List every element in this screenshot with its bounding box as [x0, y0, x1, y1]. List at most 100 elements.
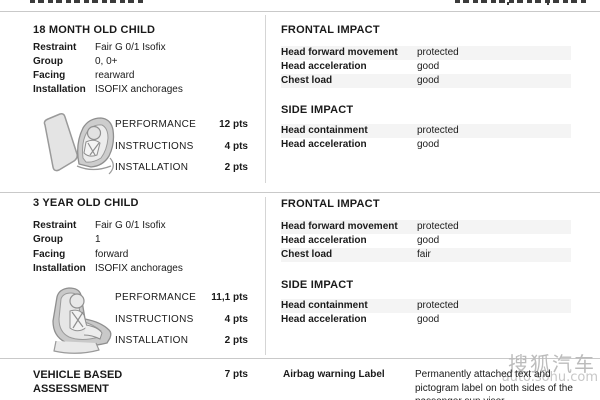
cropped-header-mark [547, 2, 549, 5]
detail-label: Facing [33, 70, 66, 81]
score-row-installation: INSTALLATION 2 pts [115, 161, 248, 175]
column-divider-section2 [265, 197, 266, 355]
impact-row-value: protected [417, 300, 459, 311]
detail-value: 0, 0+ [95, 56, 118, 67]
section2-title: 3 YEAR OLD CHILD [33, 197, 139, 209]
watermark-brand: 搜狐汽车 [508, 352, 596, 376]
impact-row-label: Head forward movement [281, 221, 398, 232]
vehicle-based-assessment-score: 7 pts [224, 369, 248, 380]
impact-row-value: fair [417, 249, 431, 260]
side-impact-title-2: SIDE IMPACT [281, 279, 354, 291]
detail-label: Group [33, 234, 63, 245]
impact-row-label: Head forward movement [281, 47, 398, 58]
impact-row-value: good [417, 235, 440, 246]
detail-label: Facing [33, 249, 66, 260]
score-label: INSTRUCTIONS [115, 314, 194, 325]
score-row-instructions: INSTRUCTIONS 4 pts [115, 140, 248, 154]
impact-row-label: Head acceleration [281, 314, 367, 325]
impact-row: Head acceleration good [281, 138, 571, 152]
detail-label: Restraint [33, 220, 77, 231]
section1-title: 18 MONTH OLD CHILD [33, 24, 156, 36]
vehicle-based-assessment-line1: VEHICLE BASED [33, 369, 123, 381]
cropped-header-text-left [30, 0, 143, 3]
detail-value: Fair G 0/1 Isofix [95, 42, 166, 53]
watermark-site: auto.sohu.com [501, 370, 598, 385]
detail-value: Fair G 0/1 Isofix [95, 220, 166, 231]
impact-row-label: Head containment [281, 125, 368, 136]
detail-row-group: Group 1 [33, 233, 258, 247]
detail-value: ISOFIX anchorages [95, 263, 183, 274]
impact-row-label: Chest load [281, 75, 333, 86]
impact-row-label: Chest load [281, 249, 333, 260]
impact-row-value: protected [417, 47, 459, 58]
score-label: INSTALLATION [115, 162, 189, 173]
detail-label: Group [33, 56, 63, 67]
impact-row-value: good [417, 75, 440, 86]
score-value: 2 pts [224, 335, 248, 346]
vehicle-based-assessment-line2: ASSESSMENT [33, 383, 109, 395]
cropped-header-mark [507, 2, 509, 5]
detail-value: 1 [95, 234, 101, 245]
divider-section [0, 192, 600, 193]
score-value: 12 pts [219, 119, 248, 130]
detail-row-installation: Installation ISOFIX anchorages [33, 262, 258, 276]
impact-row: Head forward movement protected [281, 220, 571, 234]
score-value: 4 pts [224, 314, 248, 325]
rearward-facing-child-seat-icon [43, 113, 115, 175]
divider-top [0, 11, 600, 12]
cropped-header-text-right [455, 0, 586, 3]
detail-row-installation: Installation ISOFIX anchorages [33, 83, 258, 97]
detail-row-facing: Facing rearward [33, 69, 258, 83]
impact-row: Chest load fair [281, 248, 571, 262]
detail-value: forward [95, 249, 129, 260]
impact-row-value: protected [417, 125, 459, 136]
detail-row-group: Group 0, 0+ [33, 55, 258, 69]
score-label: PERFORMANCE [115, 292, 197, 303]
impact-row: Chest load good [281, 74, 571, 88]
score-row-instructions: INSTRUCTIONS 4 pts [115, 313, 248, 327]
score-row-installation: INSTALLATION 2 pts [115, 334, 248, 348]
score-row-performance: PERFORMANCE 12 pts [115, 118, 248, 132]
score-value: 2 pts [224, 162, 248, 173]
impact-row: Head acceleration good [281, 313, 571, 327]
airbag-warning-label: Airbag warning Label [283, 369, 385, 380]
score-row-performance: PERFORMANCE 11,1 pts [115, 291, 248, 305]
score-value: 4 pts [224, 141, 248, 152]
detail-value: rearward [95, 70, 135, 81]
impact-row: Head forward movement protected [281, 46, 571, 60]
score-label: PERFORMANCE [115, 119, 197, 130]
detail-row-restraint: Restraint Fair G 0/1 Isofix [33, 41, 258, 55]
airbag-description-line: pictogram label on both sides of the [415, 382, 573, 394]
frontal-impact-title-1: FRONTAL IMPACT [281, 24, 380, 36]
detail-row-restraint: Restraint Fair G 0/1 Isofix [33, 219, 258, 233]
score-value: 11,1 pts [211, 292, 248, 303]
airbag-warning-description: Permanently attached text and pictogram … [415, 368, 597, 400]
impact-row-label: Head containment [281, 300, 368, 311]
detail-row-facing: Facing forward [33, 248, 258, 262]
airbag-description-line: Permanently attached text and [415, 369, 551, 380]
detail-label: Restraint [33, 42, 77, 53]
forward-facing-child-seat-icon [52, 287, 112, 354]
impact-row-value: protected [417, 221, 459, 232]
score-label: INSTALLATION [115, 335, 189, 346]
frontal-impact-title-2: FRONTAL IMPACT [281, 198, 380, 210]
detail-value: ISOFIX anchorages [95, 84, 183, 95]
impact-row-label: Head acceleration [281, 61, 367, 72]
impact-row-label: Head acceleration [281, 235, 367, 246]
column-divider-section1 [265, 15, 266, 183]
divider-footer [0, 358, 600, 359]
impact-row-value: good [417, 314, 440, 325]
side-impact-title-1: SIDE IMPACT [281, 104, 354, 116]
vehicle-based-assessment-title: VEHICLE BASED ASSESSMENT [33, 368, 122, 396]
detail-label: Installation [33, 263, 86, 274]
impact-row: Head containment protected [281, 299, 571, 313]
impact-row: Head acceleration good [281, 234, 571, 248]
impact-row-value: good [417, 61, 440, 72]
score-label: INSTRUCTIONS [115, 141, 194, 152]
impact-row: Head acceleration good [281, 60, 571, 74]
impact-row-label: Head acceleration [281, 139, 367, 150]
impact-row-value: good [417, 139, 440, 150]
airbag-description-line: passenger sun visor [415, 395, 597, 400]
